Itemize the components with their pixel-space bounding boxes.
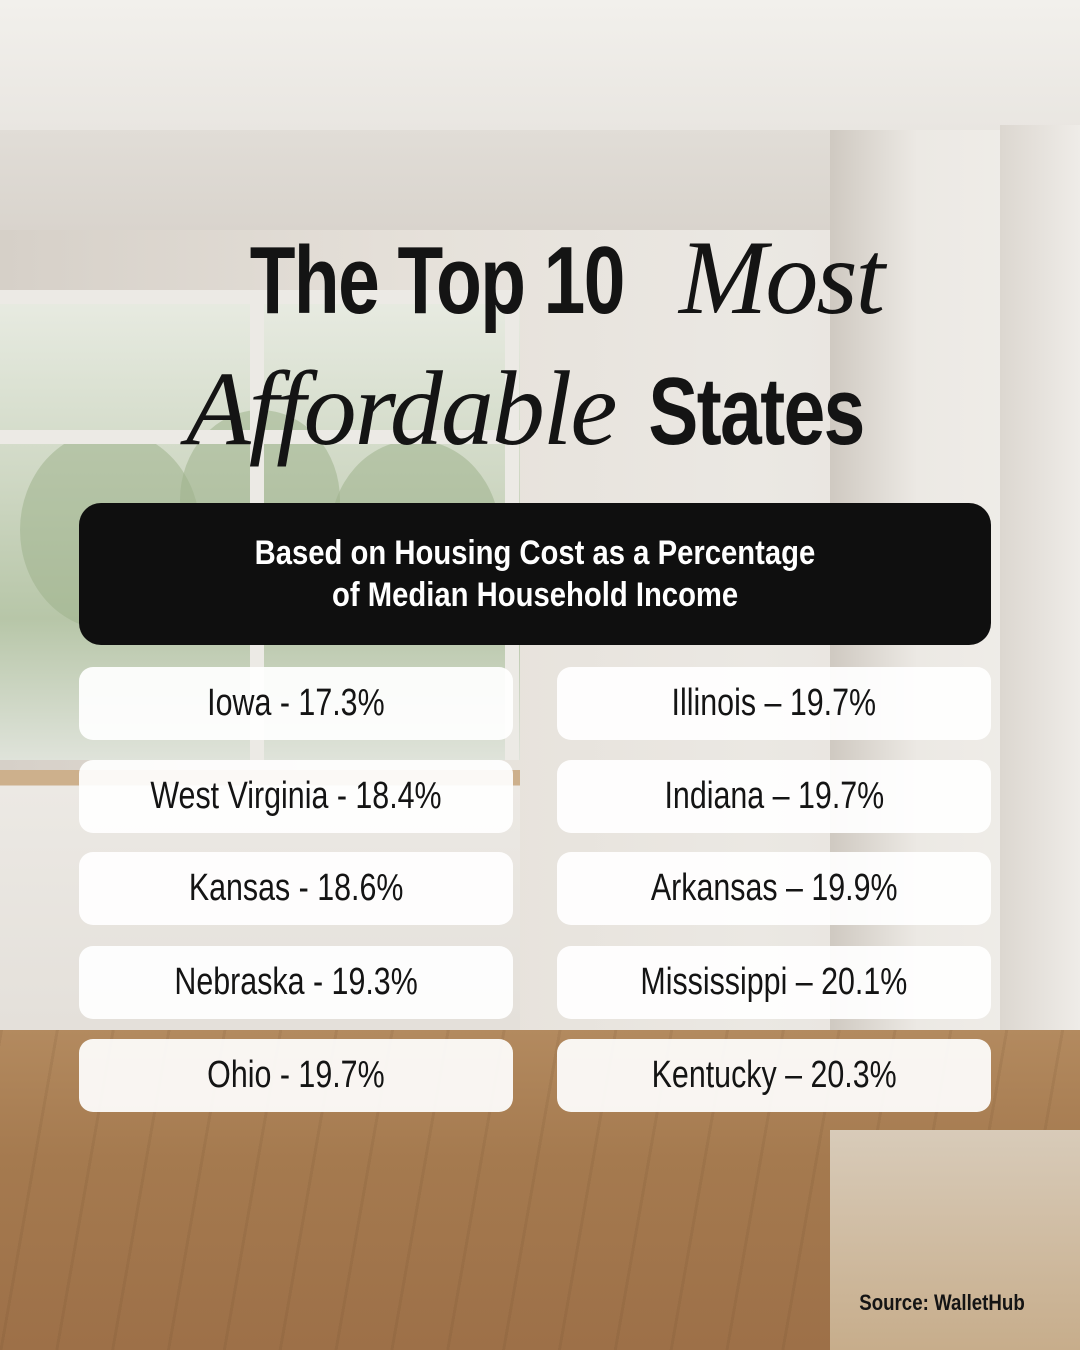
state-label: Kentucky – 20.3%: [651, 1054, 897, 1096]
title-most: Most: [679, 219, 885, 336]
floor-right: [830, 1130, 1080, 1350]
state-item-nebraska: Nebraska - 19.3%: [79, 946, 513, 1019]
title-affordable: Affordable: [185, 350, 617, 467]
state-item-kansas: Kansas - 18.6%: [79, 852, 513, 925]
state-item-indiana: Indiana – 19.7%: [557, 760, 991, 833]
subtitle-line-1: Based on Housing Cost as a Percentage: [254, 534, 816, 572]
state-label: West Virginia - 18.4%: [150, 775, 442, 817]
state-item-kentucky: Kentucky – 20.3%: [557, 1039, 991, 1112]
state-item-iowa: Iowa - 17.3%: [79, 667, 513, 740]
state-label: Arkansas – 19.9%: [650, 867, 898, 909]
state-label: Indiana – 19.7%: [664, 775, 884, 817]
title-line-1: The Top 10 Most: [0, 219, 1080, 359]
ceiling: [0, 0, 1080, 130]
state-label: Iowa - 17.3%: [207, 682, 385, 724]
state-label: Mississippi – 20.1%: [640, 961, 908, 1003]
state-item-west-virginia: West Virginia - 18.4%: [79, 760, 513, 833]
window-frame: [0, 290, 520, 304]
state-label: Ohio - 19.7%: [207, 1054, 385, 1096]
state-label: Nebraska - 19.3%: [174, 961, 418, 1003]
state-item-arkansas: Arkansas – 19.9%: [557, 852, 991, 925]
state-label: Kansas - 18.6%: [188, 867, 404, 909]
page-title: The Top 10 Most Affordable States: [0, 219, 1080, 490]
source-credit: Source: WalletHub: [859, 1290, 1025, 1315]
state-item-mississippi: Mississippi – 20.1%: [557, 946, 991, 1019]
state-label: Illinois – 19.7%: [671, 682, 877, 724]
state-item-illinois: Illinois – 19.7%: [557, 667, 991, 740]
title-line-2: Affordable States: [0, 350, 1080, 490]
title-top-10: The Top 10: [249, 227, 626, 334]
state-item-ohio: Ohio - 19.7%: [79, 1039, 513, 1112]
subtitle-banner: Based on Housing Cost as a Percentage of…: [79, 503, 991, 645]
wall-pillar-edge: [1000, 125, 1080, 1155]
window-frame: [0, 430, 520, 444]
subtitle-line-2: of Median Household Income: [331, 576, 739, 614]
title-states: States: [648, 358, 865, 465]
